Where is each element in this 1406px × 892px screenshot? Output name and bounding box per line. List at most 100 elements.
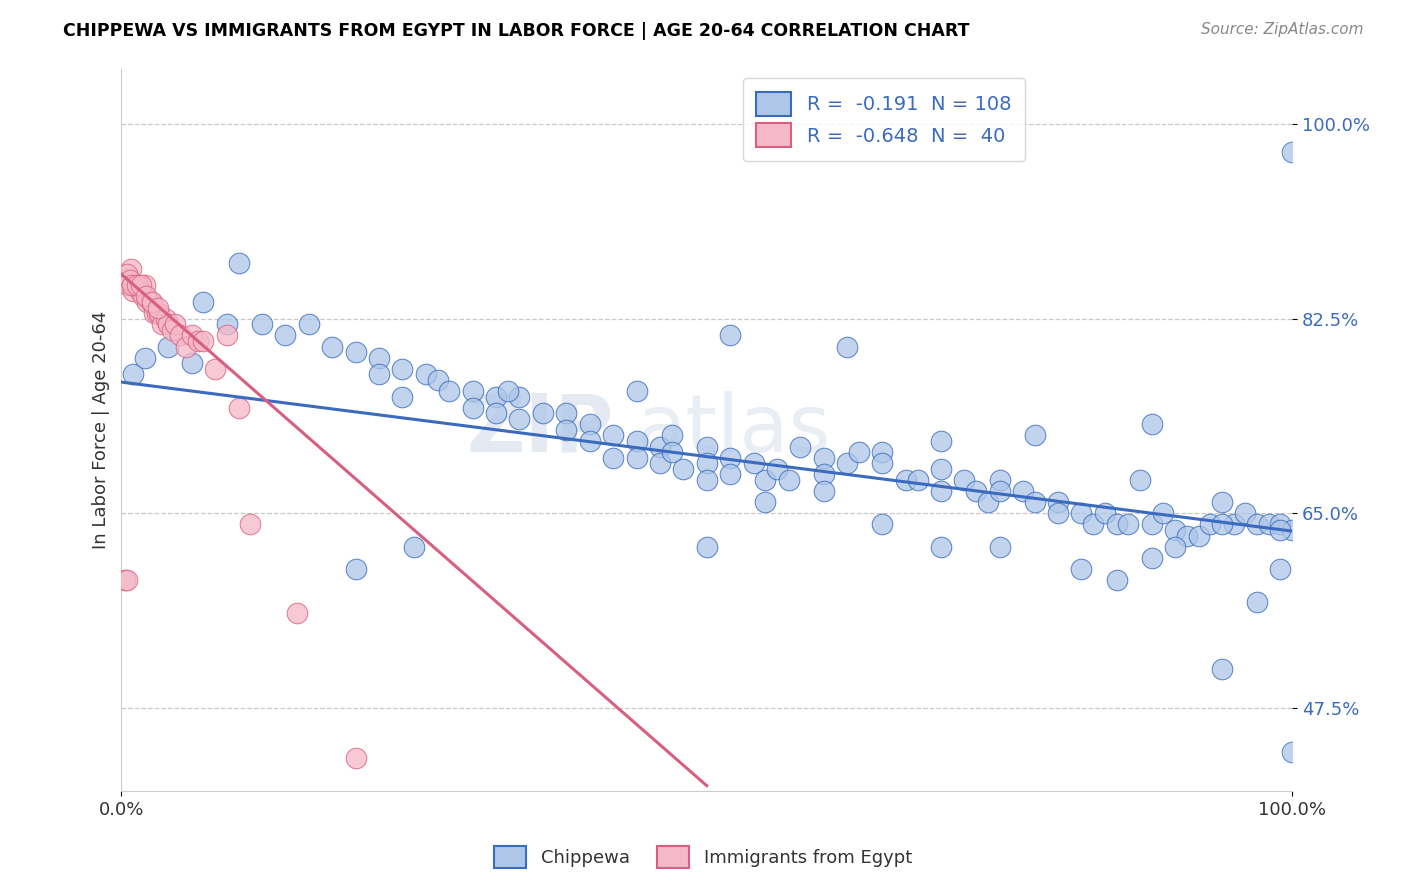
- Point: [344, 345, 367, 359]
- Point: [837, 456, 859, 470]
- Point: [120, 261, 142, 276]
- Point: [426, 373, 449, 387]
- Point: [439, 384, 461, 398]
- Point: [186, 334, 208, 348]
- Point: [215, 328, 238, 343]
- Point: [626, 450, 648, 465]
- Point: [155, 311, 177, 326]
- Point: [754, 473, 776, 487]
- Point: [718, 450, 741, 465]
- Point: [872, 445, 894, 459]
- Point: [160, 323, 183, 337]
- Legend: Chippewa, Immigrants from Egypt: Chippewa, Immigrants from Egypt: [484, 835, 922, 879]
- Point: [148, 306, 170, 320]
- Point: [117, 573, 139, 587]
- Point: [228, 401, 250, 415]
- Point: [193, 334, 215, 348]
- Point: [1140, 517, 1163, 532]
- Point: [1199, 517, 1222, 532]
- Point: [555, 406, 578, 420]
- Point: [977, 495, 1000, 509]
- Point: [1270, 562, 1292, 576]
- Point: [988, 540, 1011, 554]
- Point: [174, 339, 197, 353]
- Point: [1024, 495, 1046, 509]
- Point: [1257, 517, 1279, 532]
- Point: [1246, 517, 1268, 532]
- Point: [1222, 517, 1244, 532]
- Point: [789, 440, 811, 454]
- Point: [165, 318, 187, 332]
- Point: [988, 473, 1011, 487]
- Point: [125, 278, 148, 293]
- Point: [131, 278, 153, 293]
- Point: [1116, 517, 1139, 532]
- Point: [391, 390, 413, 404]
- Point: [404, 540, 426, 554]
- Point: [146, 301, 169, 315]
- Point: [1270, 523, 1292, 537]
- Point: [152, 318, 174, 332]
- Point: [872, 517, 894, 532]
- Point: [141, 295, 163, 310]
- Point: [696, 473, 718, 487]
- Point: [136, 295, 159, 310]
- Point: [122, 368, 145, 382]
- Point: [127, 278, 149, 293]
- Point: [285, 607, 308, 621]
- Point: [754, 495, 776, 509]
- Point: [837, 339, 859, 353]
- Point: [813, 450, 835, 465]
- Point: [1105, 573, 1128, 587]
- Point: [1047, 495, 1070, 509]
- Point: [1211, 662, 1233, 676]
- Point: [555, 423, 578, 437]
- Text: ZIP: ZIP: [465, 391, 613, 469]
- Point: [1081, 517, 1104, 532]
- Point: [228, 256, 250, 270]
- Point: [626, 434, 648, 448]
- Point: [988, 484, 1011, 499]
- Point: [129, 284, 152, 298]
- Point: [848, 445, 870, 459]
- Point: [114, 273, 136, 287]
- Point: [578, 417, 600, 432]
- Legend: R =  -0.191  N = 108, R =  -0.648  N =  40: R = -0.191 N = 108, R = -0.648 N = 40: [742, 78, 1025, 161]
- Point: [696, 456, 718, 470]
- Point: [872, 456, 894, 470]
- Point: [298, 318, 321, 332]
- Point: [368, 351, 391, 365]
- Point: [1164, 523, 1187, 537]
- Point: [461, 384, 484, 398]
- Point: [274, 328, 297, 343]
- Point: [1211, 495, 1233, 509]
- Point: [929, 484, 952, 499]
- Point: [496, 384, 519, 398]
- Point: [1281, 145, 1303, 159]
- Point: [1129, 473, 1152, 487]
- Point: [1047, 506, 1070, 520]
- Point: [143, 306, 166, 320]
- Point: [742, 456, 765, 470]
- Point: [344, 751, 367, 765]
- Point: [131, 289, 153, 303]
- Point: [661, 428, 683, 442]
- Point: [124, 278, 146, 293]
- Point: [1024, 428, 1046, 442]
- Point: [169, 328, 191, 343]
- Point: [1281, 745, 1303, 759]
- Point: [415, 368, 437, 382]
- Point: [813, 467, 835, 482]
- Point: [1140, 550, 1163, 565]
- Point: [648, 456, 671, 470]
- Point: [157, 318, 180, 332]
- Point: [766, 462, 789, 476]
- Point: [1187, 528, 1209, 542]
- Point: [193, 295, 215, 310]
- Point: [718, 328, 741, 343]
- Point: [250, 318, 273, 332]
- Point: [718, 467, 741, 482]
- Point: [368, 368, 391, 382]
- Point: [1105, 517, 1128, 532]
- Point: [778, 473, 800, 487]
